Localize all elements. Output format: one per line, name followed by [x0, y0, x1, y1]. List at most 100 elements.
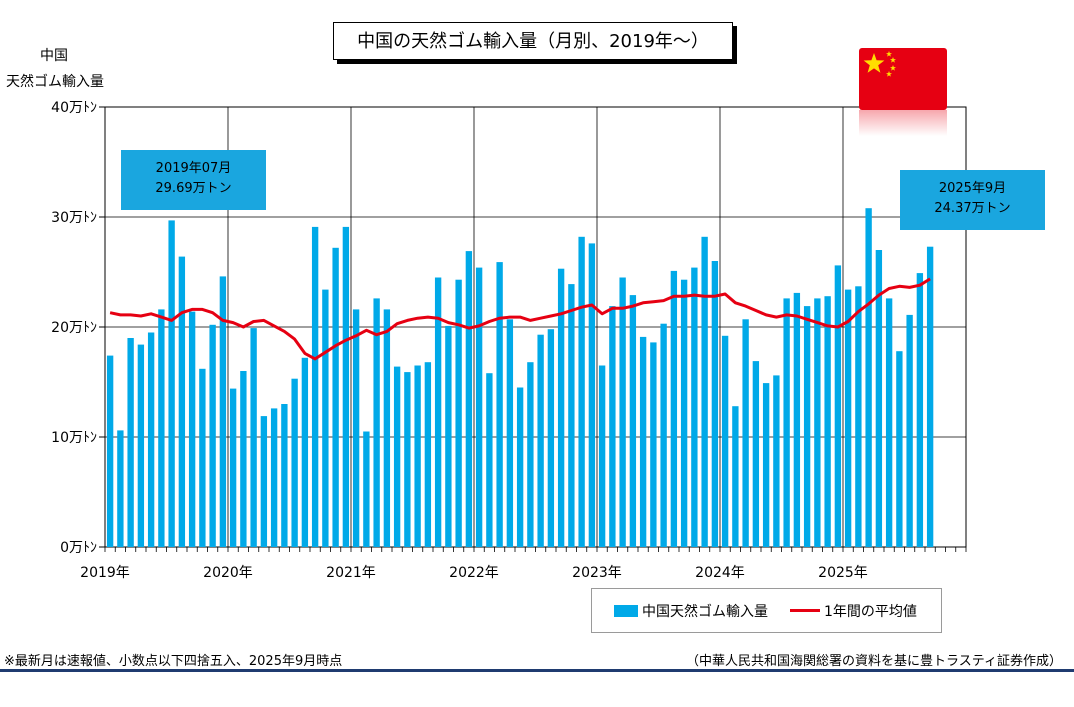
bar [783, 298, 790, 547]
bar [650, 342, 657, 547]
y-tick-label: 40万ﾄﾝ [51, 100, 97, 116]
bar [342, 226, 350, 547]
bar [445, 325, 452, 547]
bar [147, 332, 155, 547]
bar [363, 431, 370, 547]
x-tick-label: 2022年 [449, 565, 499, 581]
x-tick-label: 2024年 [695, 565, 745, 581]
bar [537, 334, 544, 547]
bar [906, 314, 913, 547]
bar [322, 289, 329, 547]
bar [721, 335, 729, 547]
bar [547, 329, 555, 547]
bar [773, 375, 780, 547]
bar [250, 328, 257, 547]
bar [455, 279, 462, 547]
bar [281, 404, 288, 547]
bar [404, 372, 411, 547]
bar [578, 236, 585, 548]
bar [680, 279, 688, 547]
y-tick-label: 30万ﾄﾝ [51, 210, 97, 226]
bar [117, 430, 124, 547]
bar [209, 324, 216, 547]
legend-line-label: 1年間の平均値 [824, 603, 917, 620]
bar [609, 306, 616, 547]
bar [844, 289, 852, 547]
bar [219, 276, 227, 547]
bar [270, 408, 278, 547]
bar [424, 362, 432, 547]
average-line [109, 277, 931, 361]
bar [865, 208, 872, 547]
bar [240, 371, 247, 547]
bar [168, 220, 175, 547]
bar [803, 306, 811, 547]
bar [916, 273, 924, 547]
bar [311, 226, 319, 547]
bar [639, 336, 647, 547]
bar [834, 265, 842, 547]
bar [855, 286, 862, 547]
bar [199, 368, 206, 547]
bar [301, 357, 309, 547]
bar [793, 292, 801, 547]
bar [732, 406, 739, 547]
footnote: ※最新月は速報値、小数点以下四捨五入、2025年9月時点 [4, 654, 343, 669]
bar [588, 243, 596, 547]
callout-latest-2025: 2025年9月 24.37万トン [900, 170, 1045, 230]
callout-date: 2019年07月 [155, 161, 232, 176]
callout-value: 29.69万トン [155, 181, 232, 196]
bar [885, 298, 893, 547]
x-tick-label: 2020年 [203, 565, 253, 581]
bar [486, 373, 493, 547]
x-tick-label: 2025年 [818, 565, 868, 581]
bar-series [106, 208, 934, 548]
bottom-rule [0, 669, 1074, 672]
legend-line-swatch [790, 609, 820, 612]
bar [475, 267, 483, 547]
bar [875, 250, 883, 547]
bar [598, 365, 606, 547]
bar [701, 236, 708, 548]
bar [188, 311, 196, 547]
bar [527, 362, 534, 547]
bar [568, 284, 575, 547]
bar [178, 256, 186, 547]
y-tick-label: 20万ﾄﾝ [51, 320, 97, 336]
y-axis-label-line1: 中国 [40, 48, 68, 64]
flag-reflection [859, 110, 947, 136]
bar [393, 366, 401, 547]
y-tick-label: 10万ﾄﾝ [51, 430, 97, 446]
bar [629, 295, 637, 547]
bar [670, 270, 678, 547]
bar [619, 277, 626, 547]
legend-bar-swatch [614, 604, 638, 617]
x-tick-label: 2023年 [572, 565, 622, 581]
bar [137, 344, 145, 547]
bar [332, 247, 339, 548]
x-tick-label: 2019年 [80, 565, 130, 581]
bar [557, 268, 565, 547]
bar [106, 355, 114, 547]
callout-date: 2025年9月 [938, 181, 1007, 196]
bar [711, 261, 719, 547]
bar [434, 277, 442, 547]
average-line-series [109, 277, 931, 361]
bar [127, 338, 134, 547]
bar [896, 351, 903, 547]
bar [814, 298, 821, 547]
axes: 0万ﾄﾝ 10万ﾄﾝ 20万ﾄﾝ 30万ﾄﾝ 40万ﾄﾝ 2019年 2020年 2021年 2… [51, 100, 967, 581]
china-flag-icon [859, 48, 947, 110]
bar [496, 262, 503, 547]
bar [383, 309, 391, 547]
bar [260, 416, 268, 547]
bar [824, 296, 831, 547]
bar [742, 319, 749, 547]
chart-title: 中国の天然ゴム輸入量（月別、2019年～） [333, 22, 733, 60]
bar [414, 365, 421, 547]
bar [506, 319, 514, 547]
legend: 中国天然ゴム輸入量 1年間の平均値 [591, 588, 942, 633]
bar [291, 378, 298, 547]
bar [926, 246, 934, 547]
